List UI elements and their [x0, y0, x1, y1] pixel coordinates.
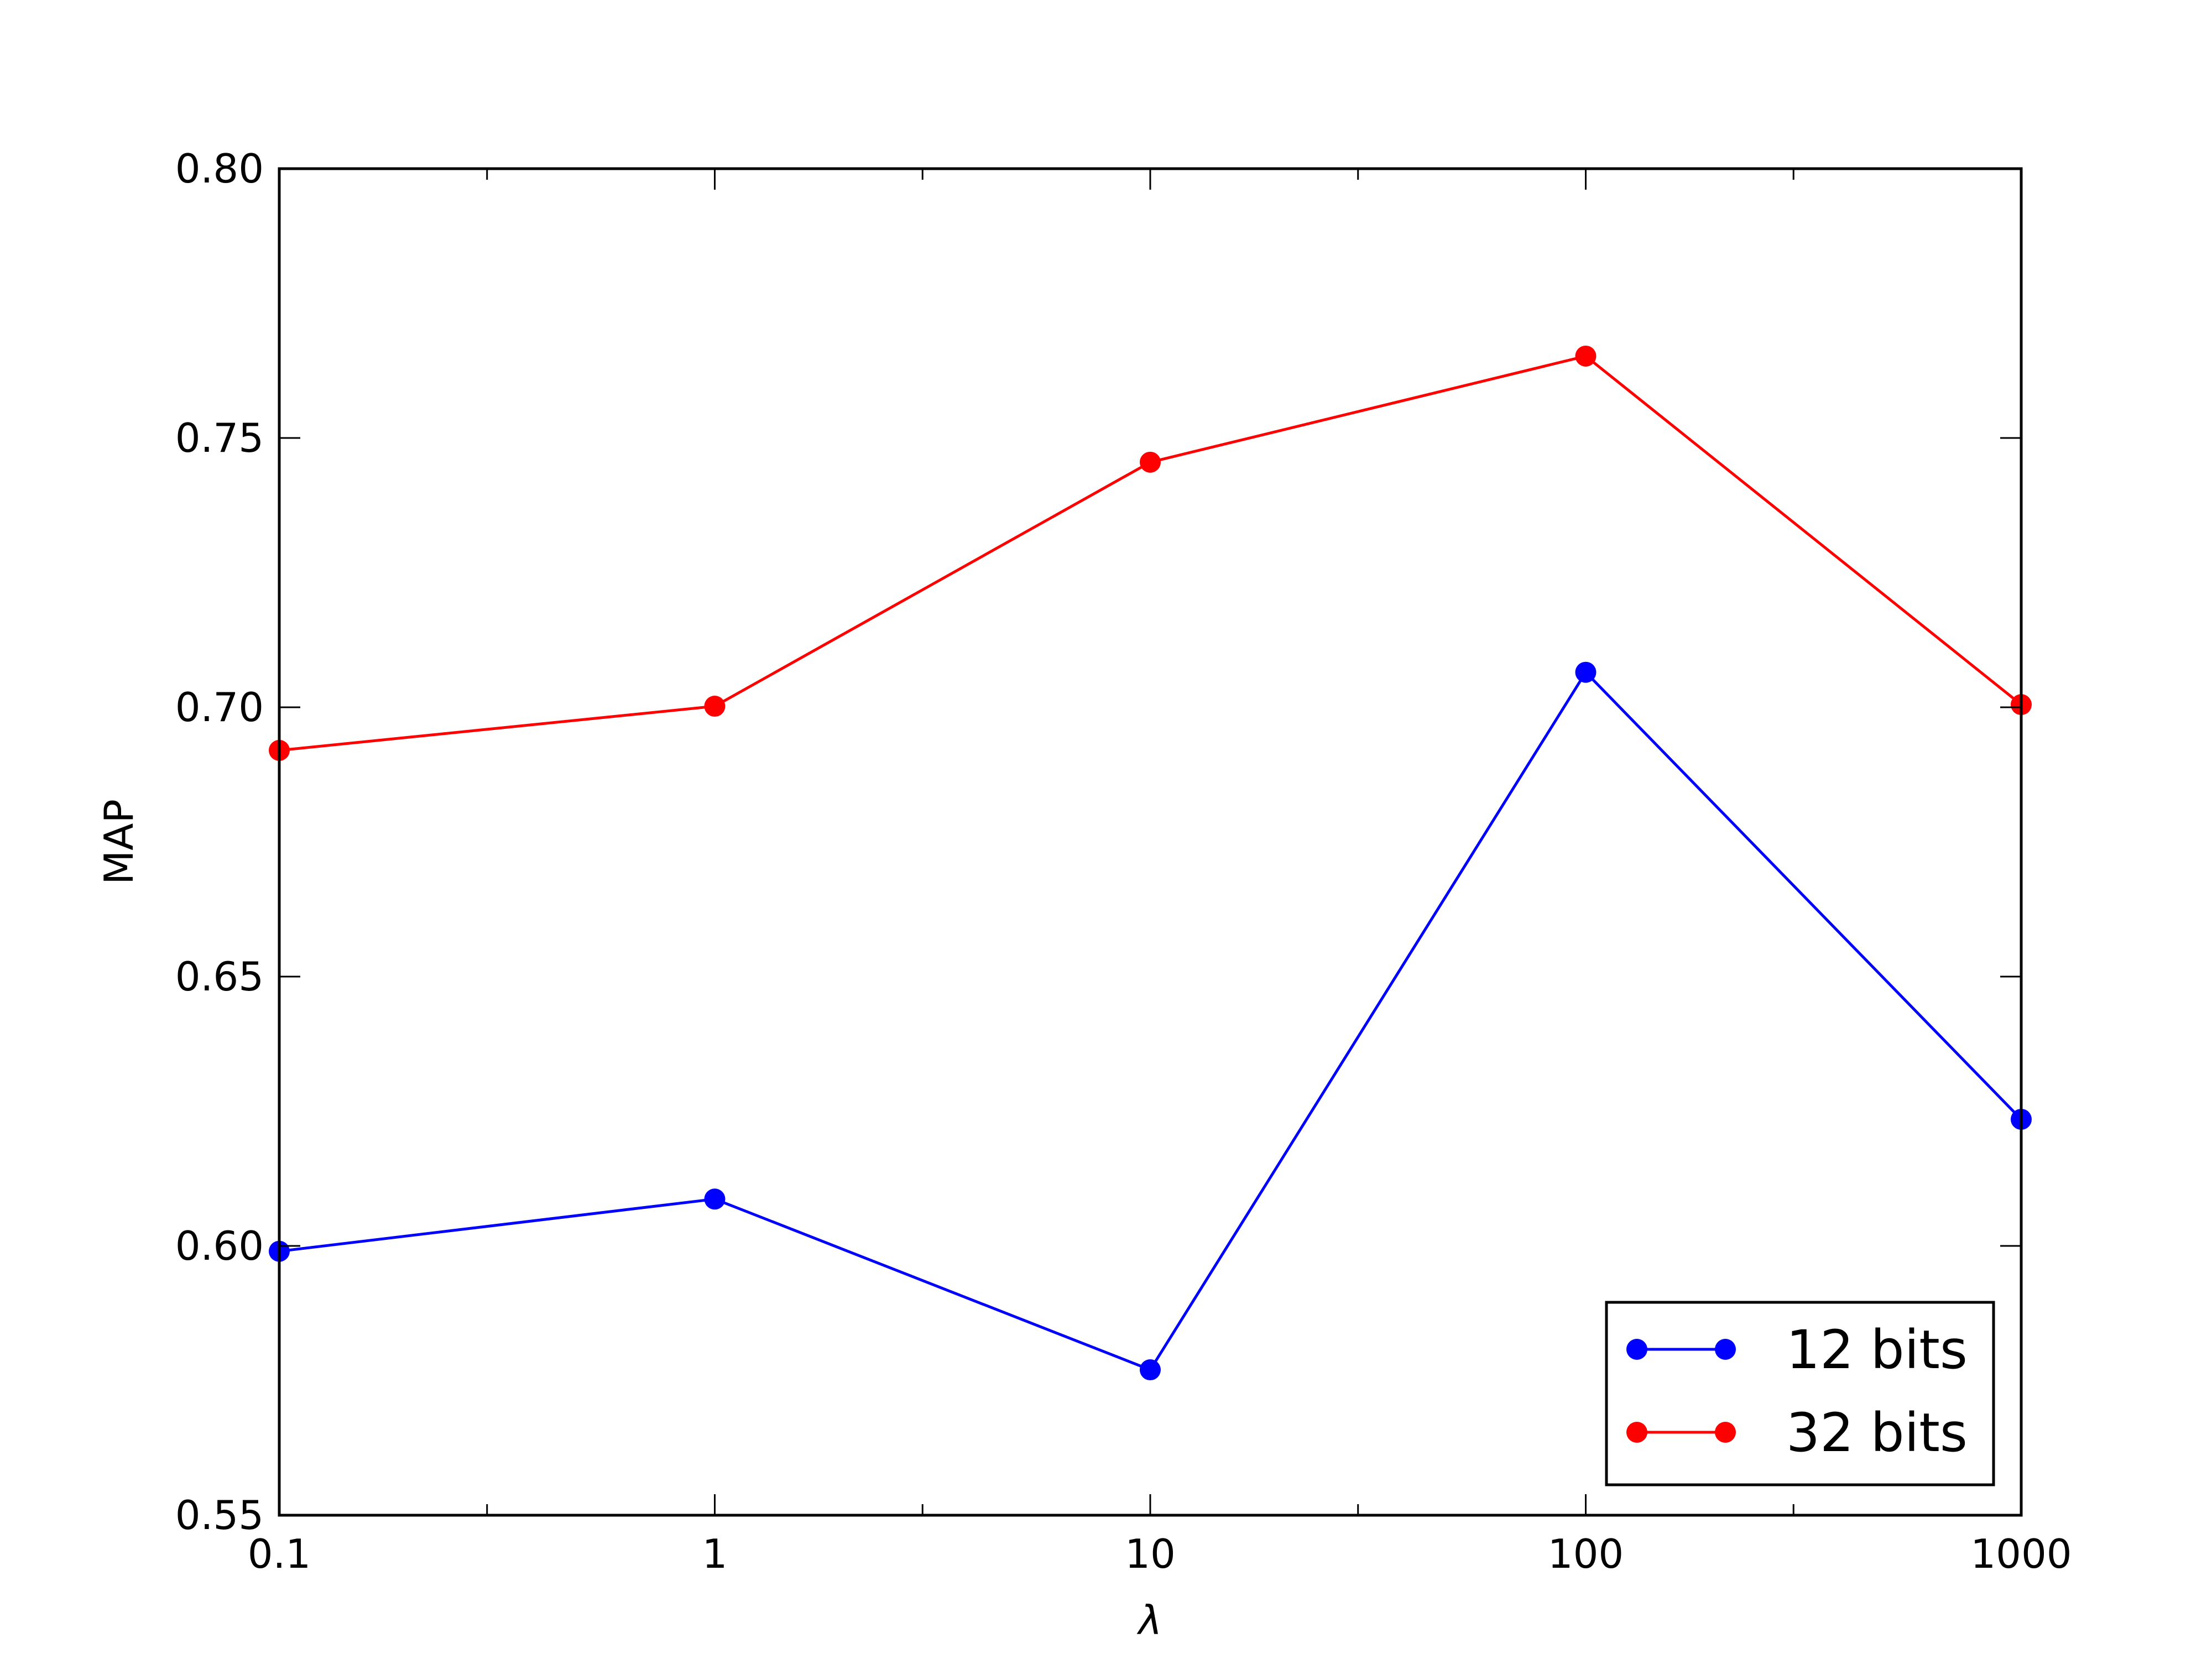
data-point: [704, 1188, 726, 1210]
legend-label: 32 bits: [1786, 1402, 1968, 1464]
legend-marker: [1626, 1339, 1647, 1360]
x-axis-label: λ: [1136, 1597, 1162, 1644]
y-tick-label: 0.55: [175, 1492, 264, 1538]
tick-labels: 0.1 1 10 100 1000 0.55 0.60 0.65 0.70 0.75 0.80: [175, 145, 2072, 1577]
legend-entry: 32 bits: [1626, 1402, 1968, 1464]
data-point: [704, 696, 726, 717]
y-tick-label: 0.80: [175, 145, 264, 192]
legend-entries: 12 bits 32 bits: [1626, 1319, 1968, 1464]
x-tick-label: 10: [1125, 1531, 1176, 1577]
legend-marker: [1715, 1339, 1736, 1360]
legend-marker: [1626, 1422, 1647, 1443]
ticks-layer: [278, 168, 2022, 1516]
x-tick-label: 1: [702, 1531, 728, 1577]
legend-label: 12 bits: [1786, 1319, 1968, 1381]
y-axis-label: MAP: [96, 799, 142, 885]
y-tick-label: 0.60: [175, 1223, 264, 1269]
data-point: [1575, 661, 1597, 683]
legend-entry: 12 bits: [1626, 1319, 1968, 1381]
y-tick-label: 0.65: [175, 953, 264, 1000]
data-point: [1575, 345, 1597, 367]
x-tick-label: 100: [1548, 1531, 1624, 1577]
data-point: [1140, 451, 1161, 473]
y-tick-label: 0.75: [175, 415, 264, 461]
y-tick-label: 0.70: [175, 684, 264, 731]
x-tick-label: 1000: [1970, 1531, 2072, 1577]
legend: 12 bits 32 bits: [1605, 1301, 1995, 1486]
data-point: [1140, 1359, 1161, 1381]
legend-box: [1605, 1301, 1995, 1486]
legend-marker: [1715, 1422, 1736, 1443]
x-tick-label: 0.1: [248, 1531, 311, 1577]
